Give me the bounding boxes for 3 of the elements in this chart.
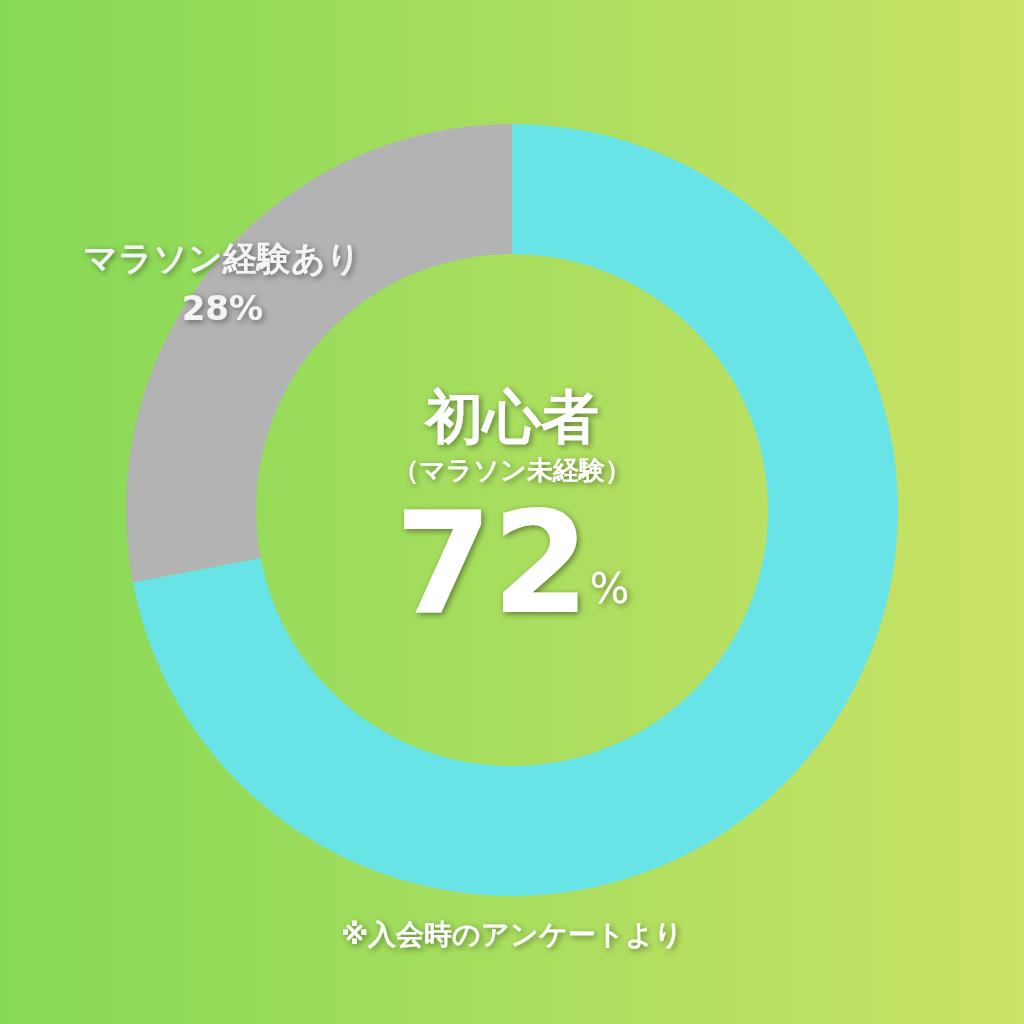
data-label: 28% [181, 288, 264, 329]
slice-label: マラソン経験あり [83, 238, 362, 279]
text: ※入会時のアンケートより [340, 917, 684, 951]
